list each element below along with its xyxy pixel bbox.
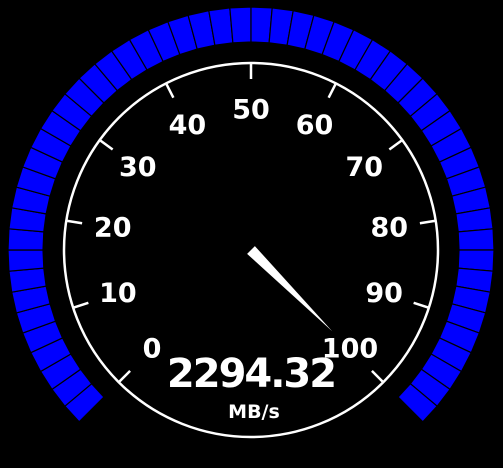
- band-segment: [397, 382, 439, 423]
- scale-label-20: 20: [94, 213, 132, 244]
- scale-label-10: 10: [99, 278, 137, 309]
- scale-label-0: 0: [143, 333, 162, 364]
- dial-tick: [419, 219, 435, 225]
- dial-tick: [388, 139, 403, 151]
- scale-label-40: 40: [169, 110, 207, 141]
- band-segment: [7, 249, 45, 272]
- dial-tick: [327, 83, 337, 99]
- dial-tick: [73, 301, 89, 309]
- speed-readout: 2294.32: [167, 351, 335, 397]
- scale-label-60: 60: [296, 110, 334, 141]
- dial-tick: [99, 139, 114, 151]
- dial-ticks: [67, 64, 435, 383]
- band-segment: [229, 6, 252, 44]
- outer-level-band: [7, 6, 495, 423]
- dial-tick: [165, 83, 175, 99]
- scale-label-30: 30: [119, 152, 157, 183]
- dial-tick: [118, 370, 131, 383]
- scale-label-80: 80: [370, 213, 408, 244]
- dial-tick: [67, 219, 83, 225]
- dial-tick: [371, 370, 384, 383]
- gauge-needle: [247, 246, 333, 332]
- band-segment: [457, 228, 495, 251]
- dial-tick: [413, 301, 429, 309]
- unit-label: MB/s: [228, 401, 280, 423]
- scale-label-70: 70: [345, 152, 383, 183]
- scale-label-50: 50: [232, 95, 270, 126]
- scale-labels: 010 20 30 40 50 60 70 80 90 100: [94, 95, 408, 365]
- scale-label-90: 90: [365, 278, 403, 309]
- scale-label-100: 100: [322, 333, 378, 364]
